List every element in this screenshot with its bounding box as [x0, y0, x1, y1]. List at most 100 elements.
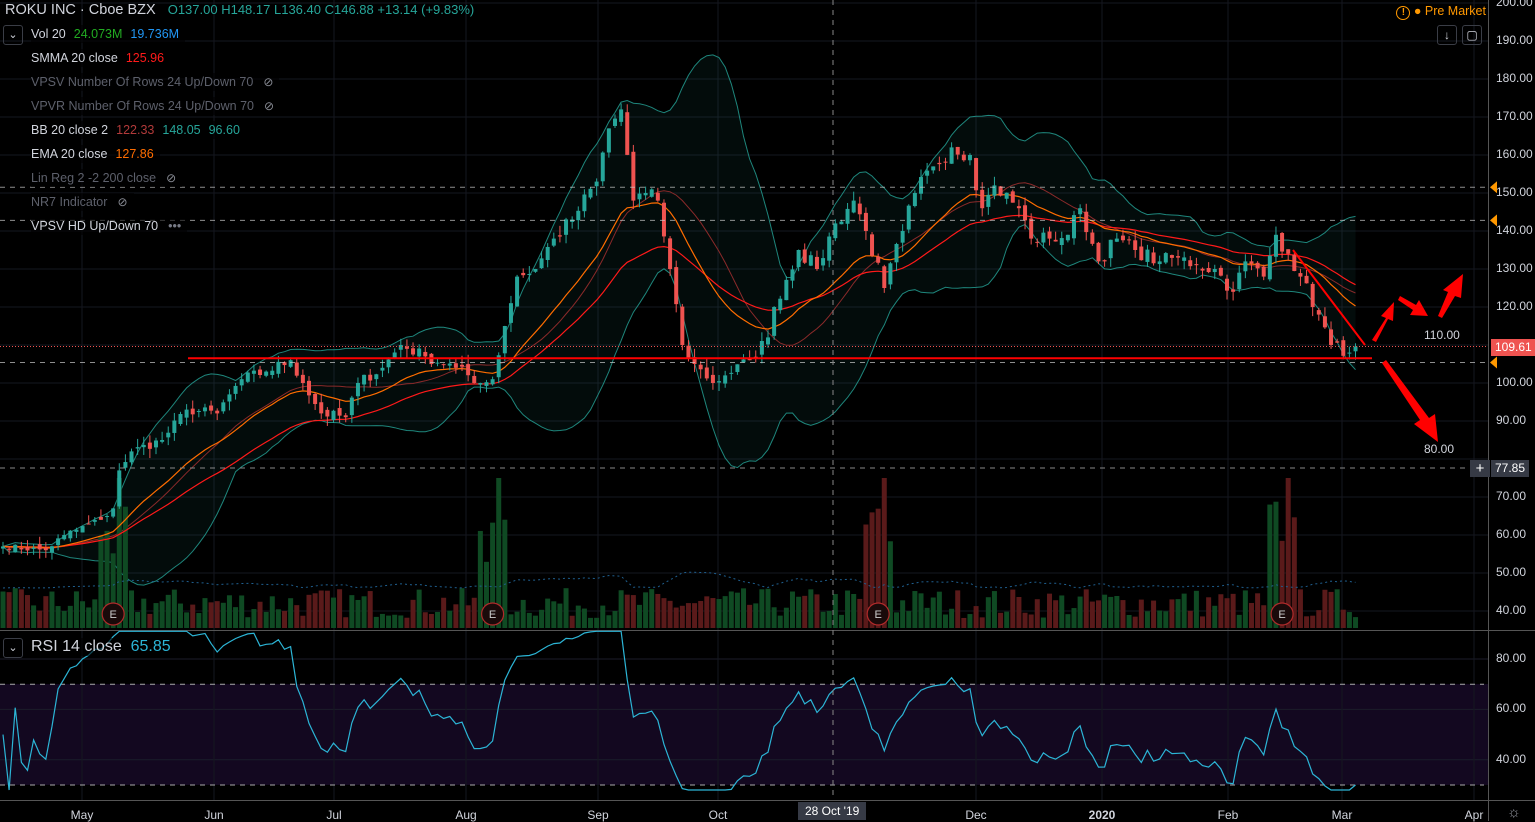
indicator-legend-item[interactable]: VPSV Number Of Rows 24 Up/Down 70 ⊘ [31, 73, 280, 91]
fullscreen-button[interactable]: ▢ [1462, 25, 1482, 45]
volume-bar [1071, 608, 1077, 628]
candle-body [411, 348, 416, 355]
candle-body [808, 255, 813, 266]
price-axis-tick: 80.00 [1424, 442, 1455, 456]
volume-bar [734, 592, 740, 628]
volume-bar [416, 589, 422, 628]
volume-bar [1053, 600, 1059, 628]
time-axis-label: Feb [1217, 808, 1239, 822]
candle-body [1023, 205, 1028, 221]
earnings-marker[interactable]: E [481, 602, 505, 626]
ema-line [2, 193, 1356, 549]
close-value: C146.88 [324, 2, 374, 17]
indicator-legend-item[interactable]: NR7 Indicator ⊘ [31, 193, 134, 211]
low-value: L136.40 [273, 2, 321, 17]
volume-bar [294, 605, 300, 628]
indicator-name: Vol 20 [31, 27, 66, 41]
volume-bar [539, 609, 545, 628]
volume-bar [1040, 617, 1046, 628]
indicator-legend-item[interactable]: BB 20 close 2 122.33 148.05 96.60 [31, 121, 246, 139]
volume-bar [753, 603, 759, 628]
indicator-value: 122.33 [116, 123, 155, 137]
candle-body [1329, 329, 1334, 345]
volume-bar [918, 593, 924, 628]
volume-ma-line [2, 571, 1356, 589]
indicator-legend-item[interactable]: SMMA 20 close 125.96 [31, 49, 171, 67]
volume-bar [985, 597, 991, 628]
indicator-value: 96.60 [208, 123, 240, 137]
earnings-marker[interactable]: E [101, 602, 125, 626]
time-axis-label: May [70, 808, 94, 822]
earnings-label: E [489, 609, 496, 621]
candle-body [912, 193, 917, 207]
eye-hidden-icon[interactable]: ⊘ [264, 99, 275, 113]
candle-body [821, 258, 826, 266]
volume-bar [710, 598, 716, 628]
earnings-marker[interactable]: E [866, 602, 890, 626]
collapse-indicators-button[interactable]: ⌄ [3, 25, 23, 45]
candle-body [1212, 269, 1217, 273]
eye-hidden-icon[interactable]: ⊘ [117, 195, 128, 209]
candle-body [380, 367, 385, 371]
eye-hidden-icon[interactable]: ⊘ [166, 171, 177, 185]
time-axis-label: Apr [1464, 808, 1484, 822]
candle-body [184, 409, 189, 418]
collapse-rsi-button[interactable]: ⌄ [3, 638, 23, 658]
volume-bar [581, 608, 587, 628]
candle-body [1353, 346, 1358, 352]
candle-body [362, 374, 367, 385]
candle-body [1310, 283, 1315, 308]
volume-bar [24, 595, 30, 628]
rsi-value: 65.85 [130, 638, 171, 655]
volume-bar [1206, 597, 1212, 628]
indicator-legend-item[interactable]: VPSV HD Up/Down 70 ••• [31, 217, 188, 235]
volume-bar [1169, 599, 1175, 628]
candle-body [961, 154, 966, 161]
candle-body [882, 266, 887, 288]
indicator-legend-item[interactable]: EMA 20 close 127.86 [31, 145, 160, 163]
current-price-tag: 109.61 [1491, 339, 1535, 356]
indicator-legend-item[interactable]: Lin Reg 2 -2 200 close ⊘ [31, 169, 183, 187]
volume-bar [1200, 616, 1206, 628]
volume-bar [233, 607, 239, 628]
candle-body [1335, 341, 1340, 343]
pre-market-badge[interactable]: ! ● Pre Market [1396, 4, 1486, 20]
candle-body [25, 547, 30, 551]
indicator-legend-item[interactable]: Vol 20 24.073M 19.736M [31, 25, 186, 43]
volume-bar [1114, 595, 1120, 628]
scroll-to-latest-button[interactable]: ↓ [1437, 25, 1457, 45]
candle-body [1120, 235, 1125, 241]
volume-bar [1285, 478, 1291, 628]
volume-bar [1261, 605, 1267, 628]
volume-bar [1328, 591, 1334, 628]
volume-bar [783, 607, 789, 628]
candle-body [227, 394, 232, 402]
arrow-up-icon [1372, 302, 1394, 342]
candle-body [239, 379, 244, 386]
eye-hidden-icon[interactable]: ⊘ [263, 75, 274, 89]
change-value: +13.14 (+9.83%) [377, 2, 475, 17]
volume-bar [361, 596, 367, 628]
volume-bar [955, 590, 961, 628]
candle-body [876, 256, 881, 263]
settings-gear-icon[interactable]: ☼ [1507, 804, 1521, 821]
more-options-icon[interactable]: ••• [168, 219, 182, 233]
volume-bar [1279, 540, 1285, 628]
candle-body [251, 370, 256, 374]
candle-body [190, 408, 195, 415]
indicator-legend-item[interactable]: VPVR Number Of Rows 24 Up/Down 70 ⊘ [31, 97, 281, 115]
candle-body [845, 208, 850, 224]
candle-body [472, 375, 477, 384]
candle-body [698, 364, 703, 370]
volume-bar [777, 615, 783, 628]
add-alert-plus-icon[interactable]: + [1470, 460, 1490, 477]
volume-bar [208, 602, 214, 628]
volume-bar [759, 589, 765, 628]
candle-body [967, 155, 972, 161]
candle-body [1200, 268, 1205, 271]
earnings-circle [1270, 602, 1294, 626]
earnings-marker[interactable]: E [1270, 602, 1294, 626]
volume-bar [104, 530, 110, 628]
candle-body [202, 407, 207, 412]
